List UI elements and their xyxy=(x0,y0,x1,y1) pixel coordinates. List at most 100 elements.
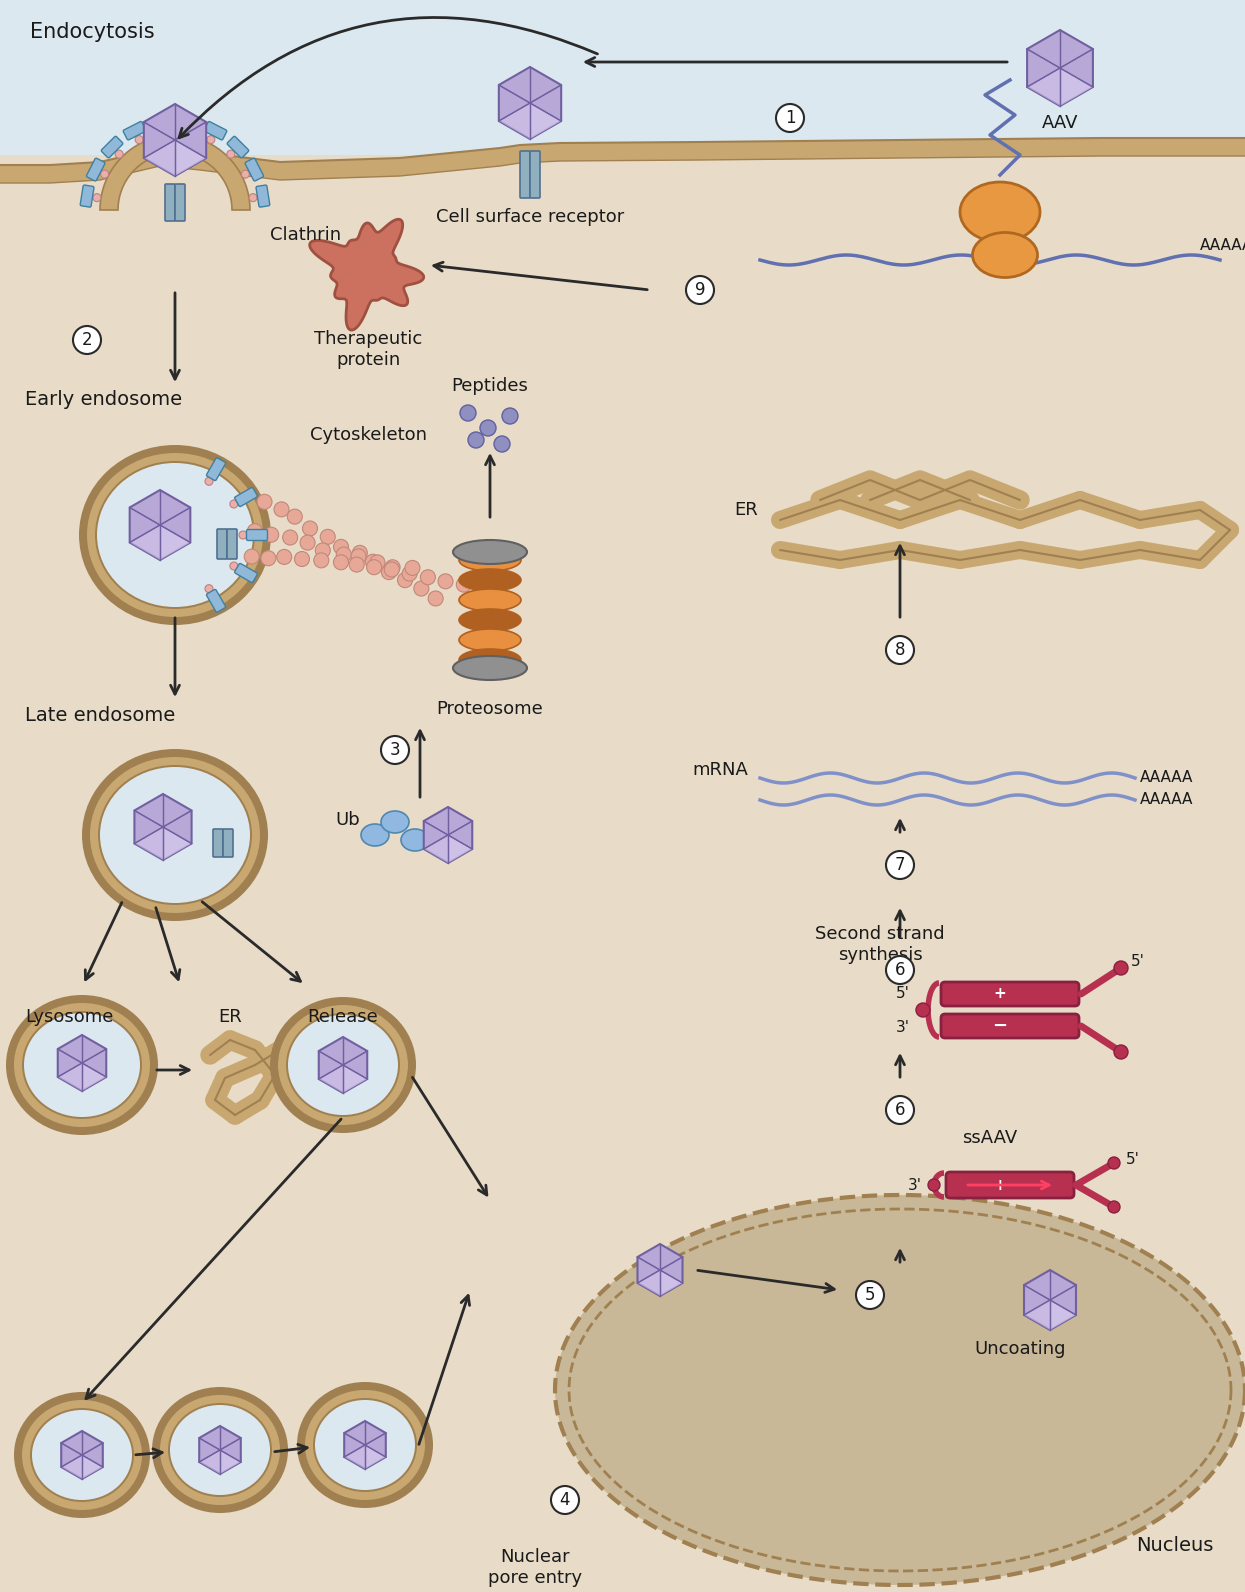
Circle shape xyxy=(136,135,143,143)
FancyBboxPatch shape xyxy=(123,121,146,140)
Polygon shape xyxy=(319,1065,344,1094)
Circle shape xyxy=(351,549,366,564)
Polygon shape xyxy=(448,834,472,863)
Circle shape xyxy=(73,326,101,353)
Ellipse shape xyxy=(381,810,410,833)
Circle shape xyxy=(886,957,914,984)
Ellipse shape xyxy=(98,766,251,904)
Ellipse shape xyxy=(22,1011,142,1119)
Ellipse shape xyxy=(459,589,520,611)
Circle shape xyxy=(459,404,476,420)
Circle shape xyxy=(428,591,443,607)
Circle shape xyxy=(476,584,491,599)
Ellipse shape xyxy=(171,1406,270,1495)
Circle shape xyxy=(413,581,428,595)
Polygon shape xyxy=(365,1446,386,1469)
Polygon shape xyxy=(1059,68,1093,107)
Circle shape xyxy=(334,554,349,570)
Text: ER: ER xyxy=(218,1008,242,1025)
Circle shape xyxy=(438,573,453,589)
Polygon shape xyxy=(82,1063,106,1091)
Circle shape xyxy=(264,527,279,543)
Text: Lysosome: Lysosome xyxy=(25,1008,113,1025)
Circle shape xyxy=(1114,962,1128,974)
FancyBboxPatch shape xyxy=(223,829,233,856)
Text: 5': 5' xyxy=(896,985,910,1000)
Polygon shape xyxy=(1025,1301,1050,1329)
Ellipse shape xyxy=(298,1382,433,1508)
Text: 9: 9 xyxy=(695,282,705,299)
Text: Clathrin: Clathrin xyxy=(270,226,341,244)
Circle shape xyxy=(101,170,108,178)
Text: Peptides: Peptides xyxy=(452,377,528,395)
Polygon shape xyxy=(144,140,176,177)
FancyBboxPatch shape xyxy=(530,151,540,197)
Circle shape xyxy=(481,420,496,436)
FancyBboxPatch shape xyxy=(207,458,225,481)
Circle shape xyxy=(385,562,400,576)
Polygon shape xyxy=(1025,1270,1076,1329)
Ellipse shape xyxy=(972,232,1037,277)
Ellipse shape xyxy=(459,610,520,630)
Ellipse shape xyxy=(555,1196,1245,1586)
Polygon shape xyxy=(57,1063,82,1091)
FancyBboxPatch shape xyxy=(941,982,1079,1006)
Circle shape xyxy=(686,275,713,304)
Text: Uncoating: Uncoating xyxy=(975,1340,1066,1358)
Ellipse shape xyxy=(95,462,255,610)
Text: 6: 6 xyxy=(895,1102,905,1119)
Text: Late endosome: Late endosome xyxy=(25,705,176,724)
Circle shape xyxy=(227,150,235,158)
Circle shape xyxy=(314,552,329,568)
Circle shape xyxy=(365,554,380,570)
FancyBboxPatch shape xyxy=(941,1014,1079,1038)
Ellipse shape xyxy=(288,1016,398,1114)
Ellipse shape xyxy=(453,656,527,680)
Ellipse shape xyxy=(960,181,1040,242)
Circle shape xyxy=(320,529,335,544)
Circle shape xyxy=(256,494,271,509)
Circle shape xyxy=(468,431,484,447)
Text: ER: ER xyxy=(735,501,758,519)
Circle shape xyxy=(381,736,410,764)
Circle shape xyxy=(494,436,510,452)
Polygon shape xyxy=(344,1422,386,1469)
Ellipse shape xyxy=(24,1013,139,1118)
Text: Nucleus: Nucleus xyxy=(1137,1536,1214,1555)
Text: 8: 8 xyxy=(895,642,905,659)
Text: AAV: AAV xyxy=(1042,115,1078,132)
Ellipse shape xyxy=(312,1398,417,1492)
FancyBboxPatch shape xyxy=(217,529,227,559)
Ellipse shape xyxy=(87,454,263,618)
Text: 6: 6 xyxy=(895,962,905,979)
Circle shape xyxy=(276,549,291,565)
Polygon shape xyxy=(129,525,161,560)
Circle shape xyxy=(457,578,472,592)
Text: AAAAA: AAAAA xyxy=(1200,237,1245,253)
Text: Second strand
synthesis: Second strand synthesis xyxy=(815,925,945,963)
Polygon shape xyxy=(637,1243,682,1296)
FancyBboxPatch shape xyxy=(227,529,237,559)
Circle shape xyxy=(239,532,247,540)
Circle shape xyxy=(385,560,400,575)
FancyBboxPatch shape xyxy=(520,151,530,197)
Circle shape xyxy=(205,584,213,592)
Circle shape xyxy=(352,546,367,560)
Polygon shape xyxy=(176,140,207,177)
Polygon shape xyxy=(199,1426,240,1474)
Ellipse shape xyxy=(270,997,416,1134)
Text: Early endosome: Early endosome xyxy=(25,390,182,409)
Circle shape xyxy=(230,500,238,508)
Ellipse shape xyxy=(286,1013,400,1118)
Polygon shape xyxy=(220,1450,240,1474)
Polygon shape xyxy=(530,103,561,139)
Circle shape xyxy=(158,127,167,135)
FancyBboxPatch shape xyxy=(176,185,186,221)
Circle shape xyxy=(334,540,349,554)
Circle shape xyxy=(283,530,298,544)
Text: AAAAA: AAAAA xyxy=(1140,771,1194,785)
Polygon shape xyxy=(134,794,192,860)
Text: 3': 3' xyxy=(908,1178,923,1194)
Circle shape xyxy=(295,551,310,567)
FancyBboxPatch shape xyxy=(247,530,268,541)
